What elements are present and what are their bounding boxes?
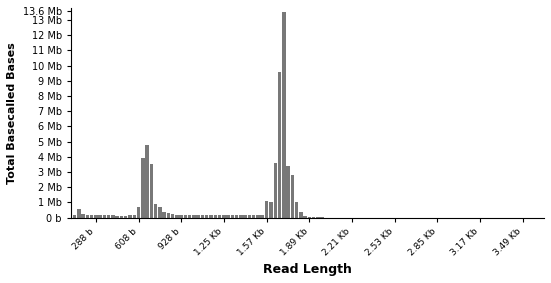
Y-axis label: Total Basecalled Bases: Total Basecalled Bases xyxy=(7,42,17,184)
Bar xyxy=(73,215,76,218)
Bar xyxy=(124,216,127,218)
Bar xyxy=(99,215,102,218)
Bar xyxy=(231,215,234,218)
Bar xyxy=(269,202,273,218)
Bar xyxy=(248,215,251,218)
Bar xyxy=(209,215,213,218)
X-axis label: Read Length: Read Length xyxy=(263,263,352,276)
Bar xyxy=(188,215,191,218)
Bar xyxy=(171,214,174,218)
Bar xyxy=(299,212,302,218)
Bar xyxy=(256,215,260,218)
Bar xyxy=(137,207,141,218)
Bar xyxy=(94,215,98,218)
Bar xyxy=(261,215,264,218)
Bar xyxy=(175,215,179,218)
Bar xyxy=(85,215,89,218)
Bar xyxy=(287,166,290,218)
Bar xyxy=(295,202,298,218)
Bar xyxy=(290,175,294,218)
Bar xyxy=(82,214,85,218)
Bar xyxy=(132,215,136,218)
Bar xyxy=(273,163,277,218)
Bar xyxy=(111,215,115,218)
Bar xyxy=(252,215,256,218)
Bar xyxy=(312,217,315,218)
Bar xyxy=(120,216,123,218)
Bar xyxy=(201,215,204,218)
Bar xyxy=(116,216,119,218)
Bar xyxy=(166,213,170,218)
Bar xyxy=(307,217,311,218)
Bar xyxy=(304,216,307,218)
Bar xyxy=(265,201,268,218)
Bar xyxy=(222,215,225,218)
Bar xyxy=(226,215,230,218)
Bar xyxy=(239,215,242,218)
Bar xyxy=(205,215,208,218)
Bar xyxy=(197,215,200,218)
Bar xyxy=(102,215,106,218)
Bar xyxy=(180,215,183,218)
Bar xyxy=(158,207,161,218)
Bar xyxy=(149,164,153,218)
Bar xyxy=(163,212,166,218)
Bar xyxy=(278,72,282,218)
Bar xyxy=(218,215,222,218)
Bar xyxy=(154,204,157,218)
Bar xyxy=(214,215,217,218)
Bar xyxy=(244,215,247,218)
Bar xyxy=(192,215,196,218)
Bar xyxy=(316,217,320,218)
Bar xyxy=(90,215,93,218)
Bar xyxy=(282,12,285,218)
Bar xyxy=(77,209,80,218)
Bar xyxy=(183,215,187,218)
Bar xyxy=(107,215,110,218)
Bar xyxy=(145,145,149,218)
Bar xyxy=(235,215,239,218)
Bar xyxy=(141,158,144,218)
Bar xyxy=(128,215,132,218)
